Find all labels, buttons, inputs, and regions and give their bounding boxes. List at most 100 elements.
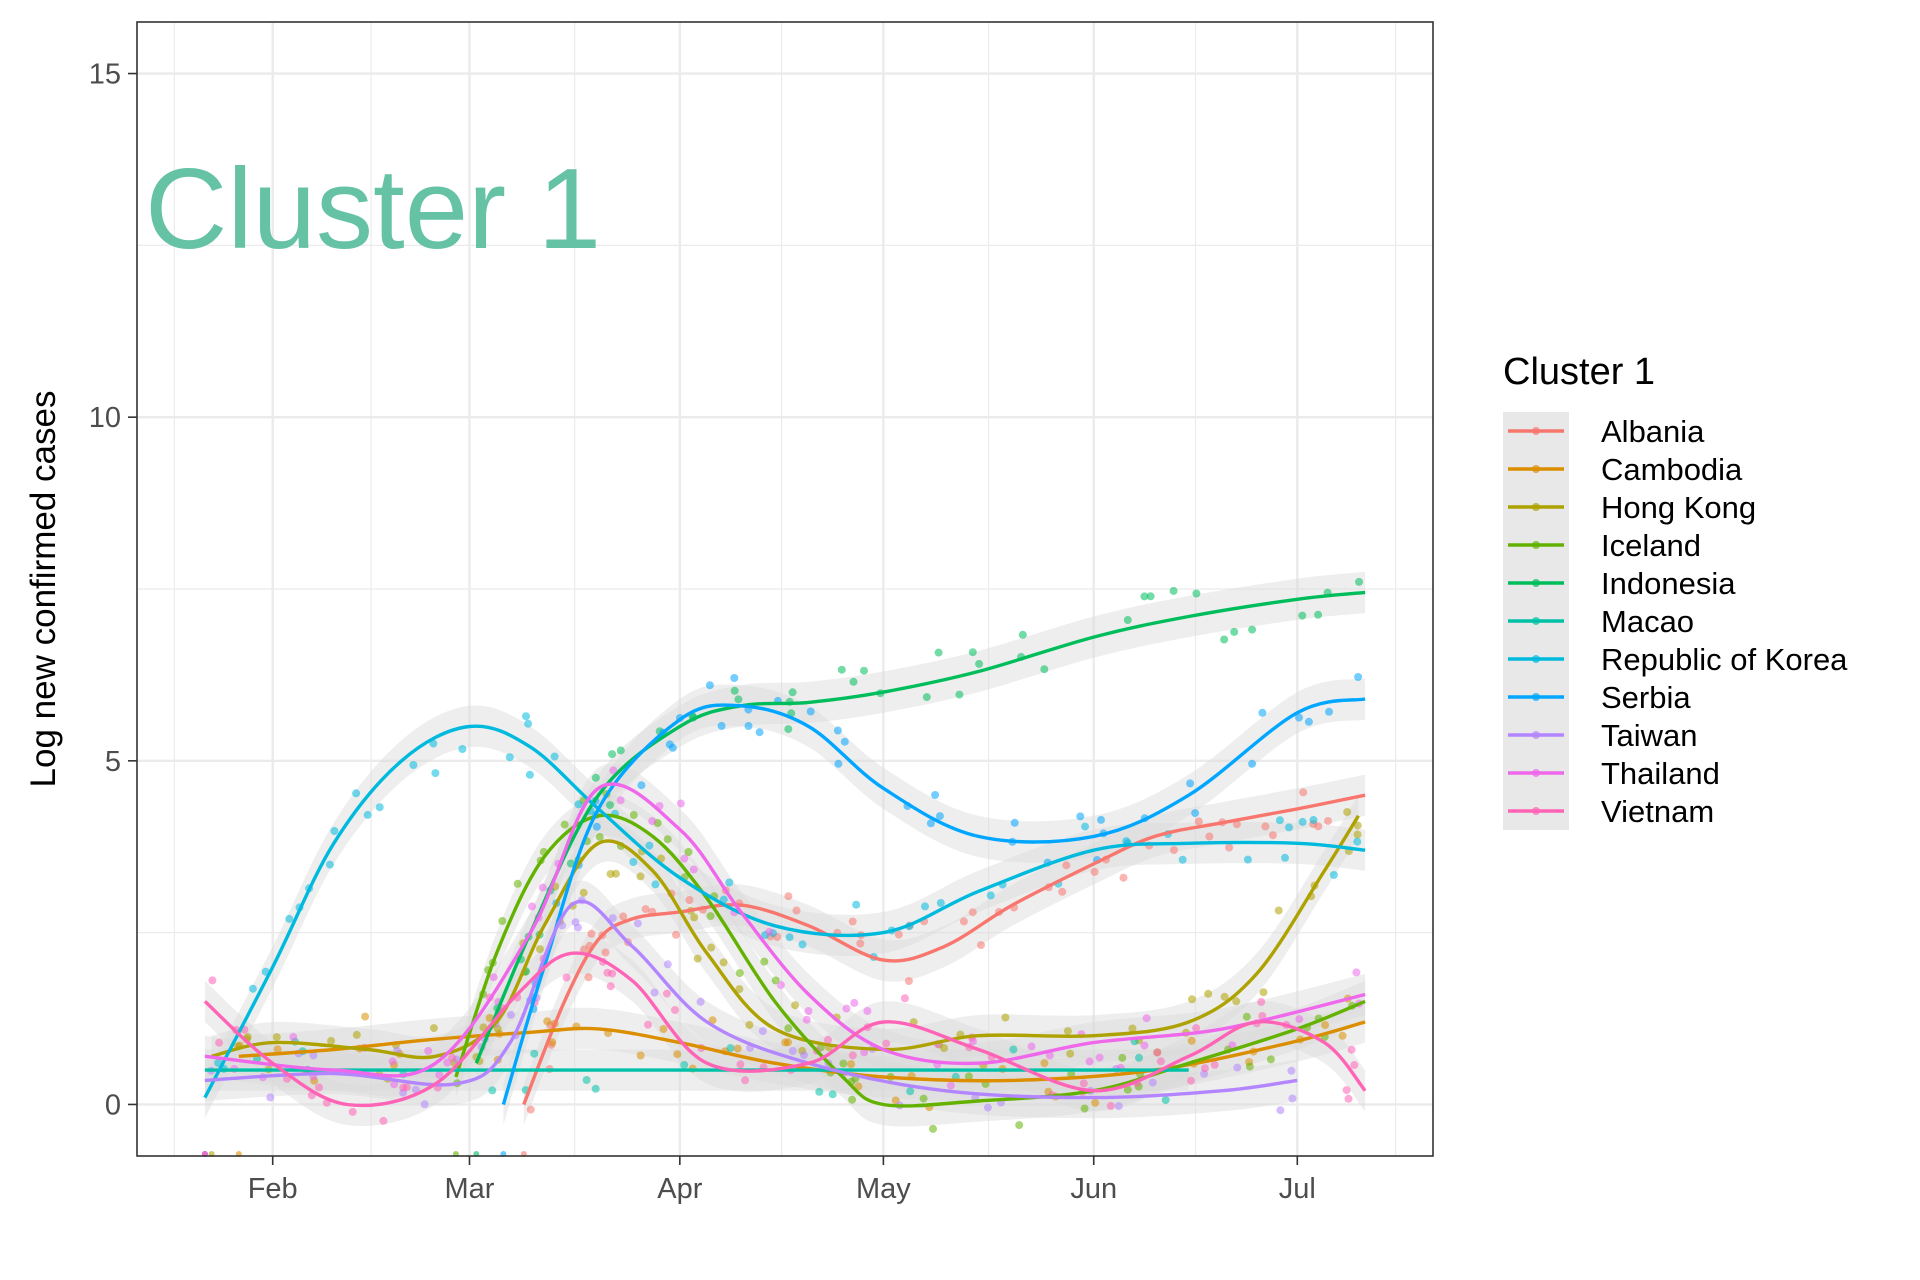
point-republic-of-korea bbox=[1329, 871, 1338, 879]
legend-label: Vietnam bbox=[1601, 794, 1714, 829]
point-serbia bbox=[1248, 759, 1257, 768]
point-thailand bbox=[1085, 1057, 1094, 1066]
point-taiwan bbox=[800, 1051, 808, 1060]
point-vietnam bbox=[606, 982, 615, 991]
point-serbia bbox=[1325, 707, 1333, 716]
point-vietnam bbox=[644, 1020, 652, 1029]
legend-label: Albania bbox=[1601, 414, 1705, 449]
point-macao bbox=[906, 1087, 915, 1096]
point-hong-kong bbox=[1343, 808, 1352, 816]
point-serbia bbox=[1354, 673, 1363, 681]
point-serbia bbox=[1191, 809, 1200, 818]
point-albania bbox=[1062, 861, 1071, 870]
ribbon-thailand bbox=[204, 763, 1366, 1097]
point-thailand bbox=[616, 796, 625, 805]
point-vietnam bbox=[399, 1083, 408, 1092]
point-republic-of-korea bbox=[852, 900, 861, 909]
line-vietnam bbox=[203, 951, 1367, 1108]
smooth-lines bbox=[203, 590, 1367, 1108]
point-vietnam bbox=[379, 1116, 388, 1125]
point-republic-of-korea bbox=[505, 753, 514, 762]
point-vietnam bbox=[1344, 1094, 1353, 1103]
point-thailand bbox=[435, 1070, 444, 1079]
point-albania bbox=[848, 917, 857, 926]
point-indonesia bbox=[968, 648, 977, 657]
point-taiwan bbox=[420, 1100, 429, 1109]
point-macao bbox=[582, 1076, 591, 1084]
point-albania bbox=[587, 929, 596, 938]
point-republic-of-korea bbox=[1298, 817, 1307, 826]
point-albania bbox=[601, 948, 610, 957]
point-iceland bbox=[629, 811, 638, 819]
point-serbia bbox=[834, 759, 843, 768]
point-iceland bbox=[964, 1072, 973, 1081]
point-republic-of-korea bbox=[375, 803, 384, 812]
point-albania bbox=[1232, 820, 1241, 829]
point-republic-of-korea bbox=[1275, 816, 1284, 825]
point-macao bbox=[680, 1061, 689, 1069]
legend-label: Serbia bbox=[1601, 680, 1691, 715]
point-taiwan bbox=[758, 1027, 767, 1036]
line-iceland bbox=[454, 813, 1366, 1108]
point-hong-kong bbox=[1188, 995, 1196, 1004]
point-vietnam bbox=[741, 1076, 750, 1085]
point-cambodia bbox=[673, 1050, 682, 1059]
point-republic-of-korea bbox=[409, 761, 418, 769]
point-vietnam bbox=[208, 976, 217, 985]
y-tick-label: 10 bbox=[89, 402, 121, 434]
data-points bbox=[201, 577, 1363, 1157]
point-indonesia bbox=[860, 666, 868, 675]
point-iceland bbox=[1015, 1121, 1024, 1130]
point-iceland bbox=[498, 917, 507, 925]
point-vietnam bbox=[1347, 1045, 1356, 1054]
point-taiwan bbox=[1276, 1106, 1285, 1115]
point-hong-kong bbox=[1274, 906, 1283, 915]
point-hong-kong bbox=[579, 888, 588, 897]
legend-key-point bbox=[1532, 541, 1540, 549]
point-taiwan bbox=[983, 1103, 992, 1112]
legend-label: Republic of Korea bbox=[1601, 642, 1848, 677]
point-iceland bbox=[848, 1095, 857, 1104]
point-thailand bbox=[863, 1007, 872, 1015]
point-thailand bbox=[802, 1015, 811, 1024]
point-hong-kong bbox=[1066, 1049, 1075, 1058]
point-taiwan bbox=[266, 1093, 275, 1102]
point-republic-of-korea bbox=[725, 878, 734, 887]
point-indonesia bbox=[566, 859, 575, 868]
point-vietnam bbox=[1192, 1024, 1201, 1033]
point-taiwan bbox=[650, 988, 659, 997]
line-thailand bbox=[204, 782, 1366, 1078]
point-vietnam bbox=[824, 1035, 832, 1044]
point-thailand bbox=[609, 766, 618, 775]
point-republic-of-korea bbox=[429, 739, 438, 748]
point-hong-kong bbox=[636, 872, 645, 881]
point-albania bbox=[619, 912, 628, 921]
point-republic-of-korea bbox=[785, 933, 794, 942]
point-iceland bbox=[839, 1059, 848, 1068]
point-thailand bbox=[946, 1081, 955, 1090]
point-thailand bbox=[648, 817, 657, 826]
point-thailand bbox=[1352, 968, 1361, 977]
point-thailand bbox=[776, 981, 785, 990]
point-thailand bbox=[538, 883, 547, 892]
point-indonesia bbox=[1230, 627, 1239, 636]
y-axis-label: Log new confirmed cases bbox=[24, 391, 63, 788]
point-albania bbox=[904, 977, 913, 985]
point-serbia bbox=[705, 681, 714, 690]
point-thailand bbox=[1095, 1053, 1104, 1062]
point-serbia bbox=[806, 707, 815, 716]
point-taiwan bbox=[608, 914, 617, 923]
point-macao bbox=[828, 1090, 837, 1099]
point-republic-of-korea bbox=[525, 770, 534, 779]
point-hong-kong bbox=[535, 945, 544, 954]
point-thailand bbox=[1228, 1041, 1237, 1050]
point-albania bbox=[894, 930, 903, 939]
point-iceland bbox=[784, 1024, 793, 1033]
point-taiwan bbox=[506, 1010, 515, 1019]
point-republic-of-korea bbox=[325, 860, 334, 869]
point-serbia bbox=[1076, 812, 1085, 821]
point-cambodia bbox=[847, 1060, 856, 1069]
point-albania bbox=[1194, 817, 1203, 826]
point-indonesia bbox=[1355, 577, 1363, 586]
point-vietnam bbox=[1350, 1061, 1359, 1069]
